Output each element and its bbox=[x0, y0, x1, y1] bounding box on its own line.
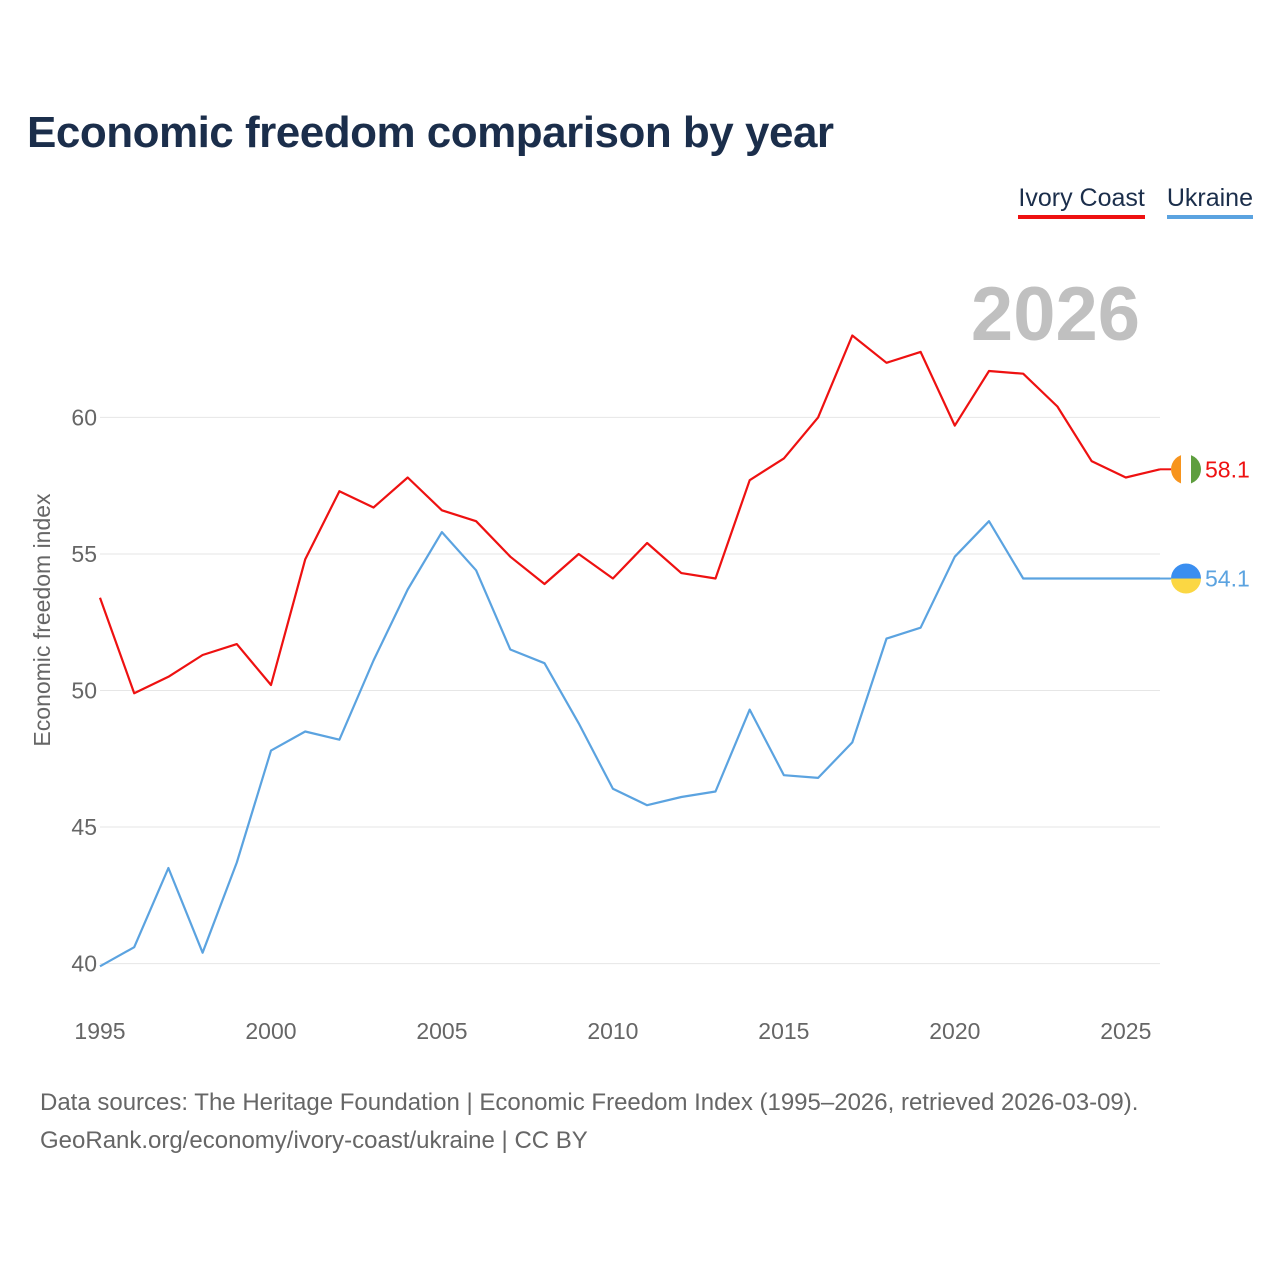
series-line-ukraine bbox=[99, 520, 1160, 968]
legend-item-ukraine[interactable]: Ukraine bbox=[1166, 182, 1253, 219]
legend-swatch-ivory-coast bbox=[1018, 215, 1145, 219]
footer: Data sources: The Heritage Foundation | … bbox=[40, 1084, 1138, 1160]
y-tick-label-60: 60 bbox=[71, 404, 97, 430]
legend-label-ukraine: Ukraine bbox=[1166, 184, 1253, 212]
legend: Ivory Coast Ukraine bbox=[1018, 182, 1253, 219]
end-value-label-ukraine: 54.1 bbox=[1205, 566, 1250, 592]
x-tick-label-2005: 2005 bbox=[416, 1018, 467, 1044]
y-tick-label-50: 50 bbox=[71, 678, 97, 704]
y-tick-label-45: 45 bbox=[71, 814, 97, 840]
legend-label-ivory-coast: Ivory Coast bbox=[1018, 184, 1145, 212]
legend-swatch-ukraine bbox=[1166, 215, 1253, 219]
x-tick-label-2000: 2000 bbox=[245, 1018, 296, 1044]
x-tick-label-2015: 2015 bbox=[758, 1018, 809, 1044]
x-tick-label-1995: 1995 bbox=[74, 1018, 125, 1044]
end-value-label-ivory-coast: 58.1 bbox=[1205, 456, 1250, 482]
series-line-ivory-coast bbox=[98, 334, 1161, 695]
x-tick-label-2010: 2010 bbox=[587, 1018, 638, 1044]
year-label: 2026 bbox=[971, 272, 1140, 357]
y-tick-label-55: 55 bbox=[71, 541, 97, 567]
footer-link: GeoRank.org/economy/ivory-coast/ukraine … bbox=[40, 1127, 588, 1154]
x-tick-label-2025: 2025 bbox=[1100, 1018, 1151, 1044]
x-tick-label-2020: 2020 bbox=[929, 1018, 980, 1044]
flag-icon-ivory-coast bbox=[1171, 454, 1201, 485]
footer-sources: Data sources: The Heritage Foundation | … bbox=[40, 1089, 1139, 1116]
y-tick-label-40: 40 bbox=[71, 951, 97, 977]
chart-title: Economic freedom comparison by year bbox=[27, 108, 834, 157]
y-axis-label: Economic freedom index bbox=[29, 493, 55, 747]
flag-icon-ukraine bbox=[1171, 563, 1201, 594]
legend-item-ivory-coast[interactable]: Ivory Coast bbox=[1018, 182, 1145, 219]
